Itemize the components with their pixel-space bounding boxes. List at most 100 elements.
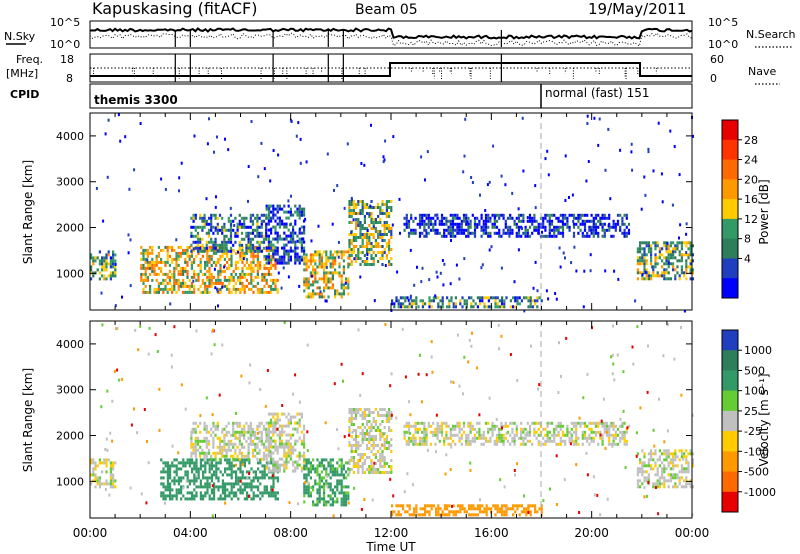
- power-pixel-r8: [669, 262, 672, 266]
- power-pixel-r3: [292, 213, 295, 217]
- power-pixel-r5: [359, 212, 362, 215]
- power-pixel-r8: [661, 253, 664, 257]
- vel-pixel-r2: [214, 433, 217, 437]
- vel-noise: [180, 383, 183, 387]
- vel-pixel-r3: [267, 436, 270, 440]
- power-pixel-r7: [465, 228, 468, 232]
- power-pixel-r3: [276, 234, 279, 238]
- vel-pixel-r2: [221, 448, 224, 452]
- power-pixel-r7: [432, 216, 435, 220]
- power-pixel-r5: [366, 233, 369, 236]
- power-pixel-r7: [575, 222, 578, 226]
- vel-pixel-r4: [305, 458, 308, 462]
- vel-pixel-r5: [361, 441, 364, 444]
- power-pixel-r6: [476, 296, 479, 300]
- power-pixel-r3: [283, 231, 286, 235]
- vel-pixel-r2: [265, 427, 268, 431]
- vel-pixel-r7: [533, 430, 536, 434]
- power-noise: [119, 139, 122, 143]
- power-pixel-r3: [298, 216, 301, 220]
- power-pixel-r1: [276, 278, 279, 282]
- power-noise: [230, 223, 233, 227]
- power-pixel-r1: [193, 287, 196, 291]
- power-pixel-r1: [230, 263, 233, 267]
- power-pixel-r8: [691, 271, 694, 275]
- vel-pixel-r3: [267, 469, 270, 473]
- power-pixel-r5: [390, 200, 393, 203]
- power-pixel-r6: [441, 305, 444, 309]
- power-pixel-r5: [377, 215, 380, 218]
- vel-pixel-r8: [636, 482, 639, 486]
- power-pixel-r2: [194, 225, 197, 229]
- power-pixel-r2: [256, 249, 259, 253]
- power-pixel-r2: [227, 237, 230, 241]
- vel-pixel-r4: [325, 458, 328, 462]
- power-pixel-r8: [663, 271, 666, 275]
- power-pixel-r7: [425, 222, 428, 226]
- power-pixel-r5: [372, 263, 375, 266]
- power-pixel-r4: [325, 274, 328, 278]
- power-pixel-r5: [363, 218, 366, 221]
- vel-pixel-r8: [650, 455, 653, 459]
- vel-pixel-r1: [241, 470, 244, 474]
- power-pixel-r5: [348, 257, 351, 260]
- power-pixel-r8: [669, 253, 672, 257]
- power-noise: [471, 181, 474, 184]
- power-pixel-r7: [493, 219, 496, 223]
- vel-pixel-r7: [436, 421, 439, 425]
- power-pixel-r1: [151, 248, 154, 252]
- vel-pixel-r8: [674, 455, 677, 459]
- power-pixel-r2: [221, 240, 224, 244]
- power-pixel-r1: [217, 272, 220, 276]
- vel-pixel-r7: [520, 442, 523, 446]
- vel-pixel-r2: [223, 436, 226, 440]
- vel-noise: [555, 503, 558, 506]
- power-noise: [424, 178, 426, 182]
- power-pixel-r7: [550, 228, 554, 232]
- power-pixel-r7: [601, 222, 604, 226]
- power-pixel-r7: [412, 231, 415, 235]
- vel-pixel-r6: [529, 513, 532, 517]
- power-pixel-r7: [597, 219, 600, 223]
- vel-pixel-r1: [221, 488, 224, 492]
- vel-pixel-r2: [207, 430, 211, 434]
- power-pixel-r8: [647, 241, 650, 245]
- vel-pixel-r4: [318, 497, 321, 501]
- power-pixel-r5: [348, 221, 351, 224]
- power-pixel-r1: [250, 254, 253, 258]
- vel-pixel-r1: [237, 482, 240, 486]
- power-pixel-r1: [155, 263, 158, 267]
- vel-pixel-r1: [166, 467, 169, 471]
- power-pixel-r3: [267, 252, 270, 256]
- vel-pixel-r1: [182, 458, 185, 462]
- power-pixel-r1: [228, 290, 231, 294]
- vel-pixel-r1: [195, 491, 198, 495]
- vel-pixel-r5: [372, 468, 375, 471]
- power-pixel-r1: [210, 281, 213, 285]
- vel-pixel-r2: [236, 445, 239, 449]
- vel-pixel-r1: [195, 461, 198, 465]
- vel-pixel-r6: [512, 507, 515, 511]
- vel-pixel-r5: [379, 435, 382, 438]
- vel-pixel-r4: [345, 476, 348, 480]
- vel-pixel-r7: [480, 442, 483, 446]
- power-noise: [517, 248, 520, 252]
- vel-pixel-r5: [352, 408, 355, 411]
- vel-pixel-r7: [566, 424, 569, 428]
- power-pixel-r1: [160, 281, 163, 285]
- vel-pixel-r1: [193, 476, 196, 480]
- vel-pixel-r5: [385, 417, 388, 420]
- power-pixel-r7: [451, 231, 455, 235]
- vel-pixel-r7: [528, 424, 532, 428]
- vel-pixel-r5: [374, 438, 377, 441]
- power-pixel-r1: [166, 290, 169, 294]
- vel-pixel-r4: [329, 485, 332, 489]
- power-noise: [685, 251, 688, 254]
- power-pixel-r2: [258, 243, 261, 247]
- freq-unit: [MHz]: [6, 67, 38, 80]
- vel-noise: [647, 481, 650, 485]
- vel-pixel-r7: [423, 421, 426, 425]
- power-pixel-r8: [685, 277, 688, 281]
- power-pixel-r7: [445, 222, 448, 226]
- vel-pixel-r3: [272, 466, 275, 470]
